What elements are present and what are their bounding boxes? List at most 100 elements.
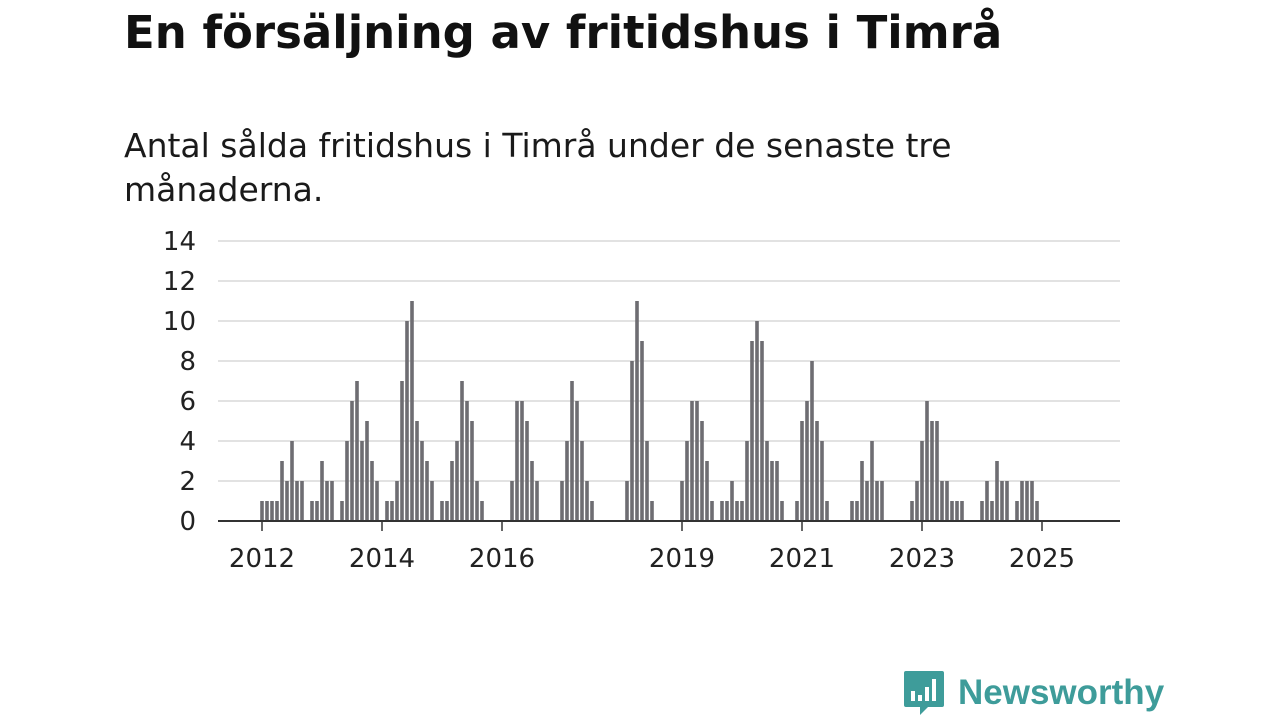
y-tick-label: 14 <box>163 227 196 257</box>
bar <box>930 421 934 521</box>
bar <box>570 381 574 521</box>
x-tick-label: 2012 <box>229 544 295 574</box>
bar <box>705 461 709 521</box>
bar <box>480 501 484 521</box>
bar <box>775 461 779 521</box>
bar <box>395 481 399 521</box>
bar <box>950 501 954 521</box>
bar <box>865 481 869 521</box>
bar <box>375 481 379 521</box>
bar <box>880 481 884 521</box>
bar <box>465 401 469 521</box>
x-tick-label: 2021 <box>769 544 835 574</box>
bar <box>270 501 274 521</box>
bar <box>575 401 579 521</box>
bar <box>280 461 284 521</box>
bar <box>915 481 919 521</box>
bar <box>935 421 939 521</box>
bar <box>365 421 369 521</box>
bar <box>805 401 809 521</box>
bar <box>645 441 649 521</box>
bar <box>460 381 464 521</box>
bar <box>770 461 774 521</box>
bar <box>860 461 864 521</box>
bar <box>1035 501 1039 521</box>
bar <box>340 501 344 521</box>
bar <box>415 421 419 521</box>
bar <box>980 501 984 521</box>
brand-name: Newsworthy <box>958 673 1165 712</box>
bar <box>850 501 854 521</box>
page-title: En försäljning av fritidshus i Timrå <box>124 6 1003 59</box>
bar <box>1015 501 1019 521</box>
bar <box>275 501 279 521</box>
bar <box>760 341 764 521</box>
bar <box>745 441 749 521</box>
bar <box>695 401 699 521</box>
bar <box>985 481 989 521</box>
bar <box>510 481 514 521</box>
bar <box>580 441 584 521</box>
bar <box>955 501 959 521</box>
bar <box>455 441 459 521</box>
bar <box>410 301 414 521</box>
bar <box>625 481 629 521</box>
bar <box>720 501 724 521</box>
bar <box>750 341 754 521</box>
bar <box>400 381 404 521</box>
bar <box>690 401 694 521</box>
bar <box>315 501 319 521</box>
bar <box>755 321 759 521</box>
y-tick-label: 0 <box>179 507 196 537</box>
bar <box>1025 481 1029 521</box>
bar <box>290 441 294 521</box>
bar <box>520 401 524 521</box>
bar <box>735 501 739 521</box>
bar <box>590 501 594 521</box>
page-subtitle: Antal sålda fritidshus i Timrå under de … <box>124 126 952 209</box>
bar <box>725 501 729 521</box>
bar <box>945 481 949 521</box>
bar <box>530 461 534 521</box>
bar <box>295 481 299 521</box>
bar <box>320 461 324 521</box>
bar-chart: 0 2 4 6 8 10 12 14 2012 2014 2016 2019 2021 2023 2025… <box>163 0 1120 574</box>
bars <box>260 301 1039 521</box>
bar <box>820 441 824 521</box>
bar <box>1000 481 1004 521</box>
y-tick-label: 6 <box>179 387 196 417</box>
x-tick-label: 2016 <box>469 544 535 574</box>
bar <box>260 501 264 521</box>
bar <box>1020 481 1024 521</box>
bar <box>680 481 684 521</box>
bar <box>440 501 444 521</box>
bar <box>875 481 879 521</box>
bar <box>300 481 304 521</box>
bar <box>525 421 529 521</box>
bar <box>470 421 474 521</box>
bar <box>870 441 874 521</box>
bar <box>700 421 704 521</box>
bar <box>445 501 449 521</box>
newsworthy-logo-icon <box>904 671 944 715</box>
bar <box>535 481 539 521</box>
bar <box>685 441 689 521</box>
bar <box>810 361 814 521</box>
y-tick-label: 12 <box>163 267 196 297</box>
bar <box>1030 481 1034 521</box>
bar <box>825 501 829 521</box>
bar <box>800 421 804 521</box>
bar <box>390 501 394 521</box>
bar <box>740 501 744 521</box>
y-tick-label: 8 <box>179 347 196 377</box>
bar <box>650 501 654 521</box>
y-tick-label: 10 <box>163 307 196 337</box>
x-tick-label: 2019 <box>649 544 715 574</box>
bar <box>420 441 424 521</box>
bar <box>330 481 334 521</box>
bar <box>630 361 634 521</box>
bar <box>710 501 714 521</box>
bar <box>960 501 964 521</box>
last-value-label: 1 <box>1053 0 1070 7</box>
bar <box>345 441 349 521</box>
